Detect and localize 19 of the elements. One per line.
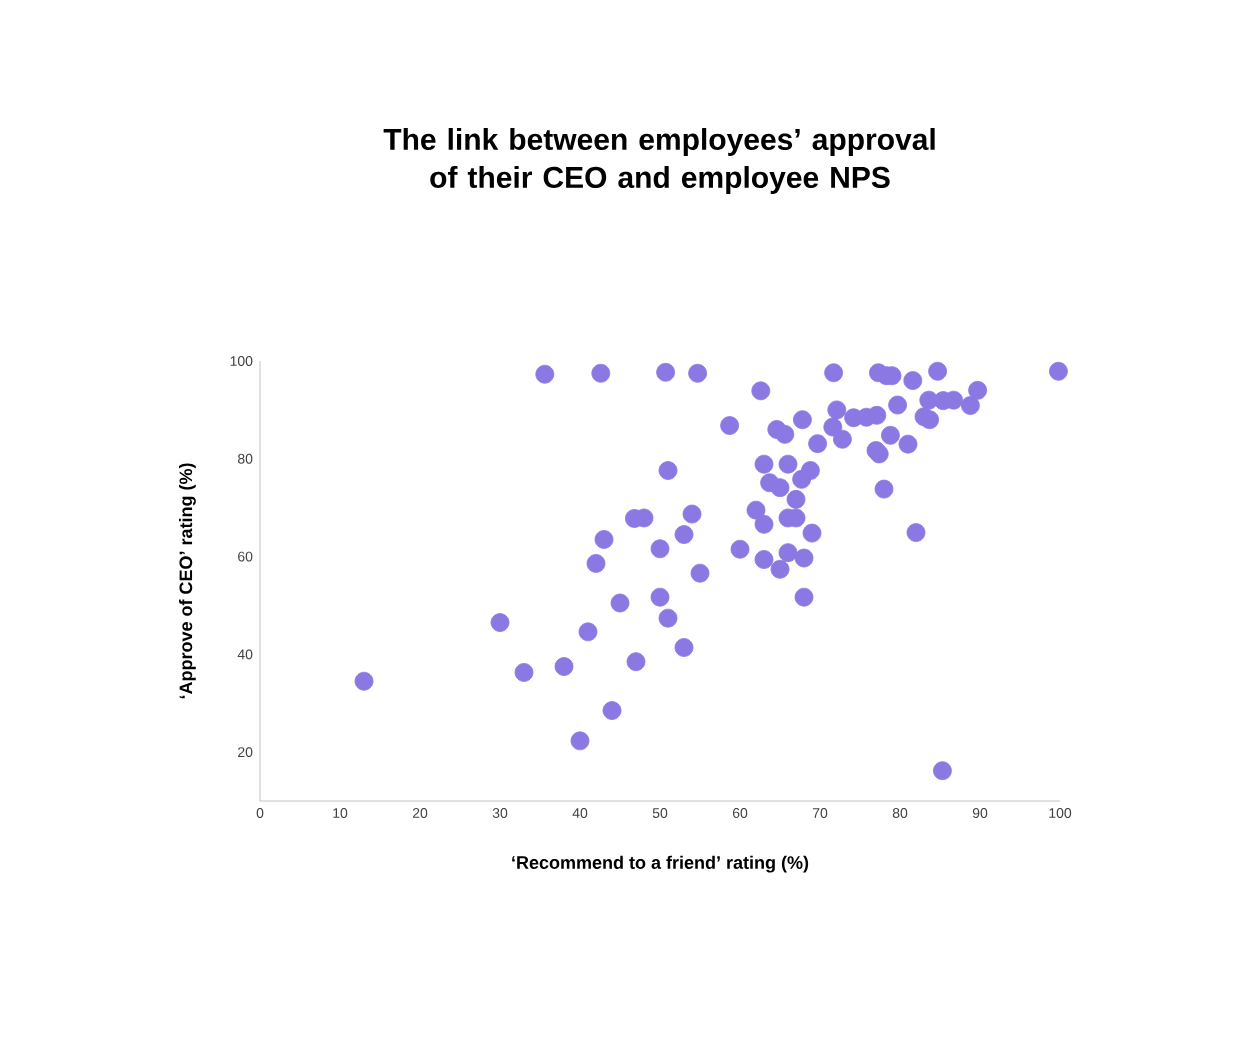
x-tick-label: 100 (1049, 808, 1072, 818)
x-tick-label: 30 (492, 808, 508, 818)
x-tick-label: 40 (572, 808, 588, 818)
y-tick-label: 80 (237, 453, 253, 464)
x-tick-label: 0 (256, 808, 264, 818)
x-tick-label: 80 (892, 808, 908, 818)
y-tick-label: 40 (237, 649, 253, 660)
x-tick-label: 90 (972, 808, 988, 818)
x-tick-label: 60 (732, 808, 748, 818)
x-tick-label: 20 (412, 808, 428, 818)
y-tick-label: 60 (238, 551, 253, 562)
chart-title: The link between employees’ approval of their CEO and employee NPS (383, 128, 935, 194)
y-tick-label: 100 (230, 356, 253, 366)
y-axis-title: ‘Approve of CEO’ rating (%) (178, 463, 196, 699)
x-tick-label: 10 (333, 808, 348, 818)
x-tick-label: 70 (812, 808, 828, 818)
y-tick-label: 20 (238, 747, 253, 758)
x-axis-title: ‘Recommend to a friend’ rating (%) (512, 855, 809, 873)
x-tick-label: 50 (652, 808, 668, 818)
